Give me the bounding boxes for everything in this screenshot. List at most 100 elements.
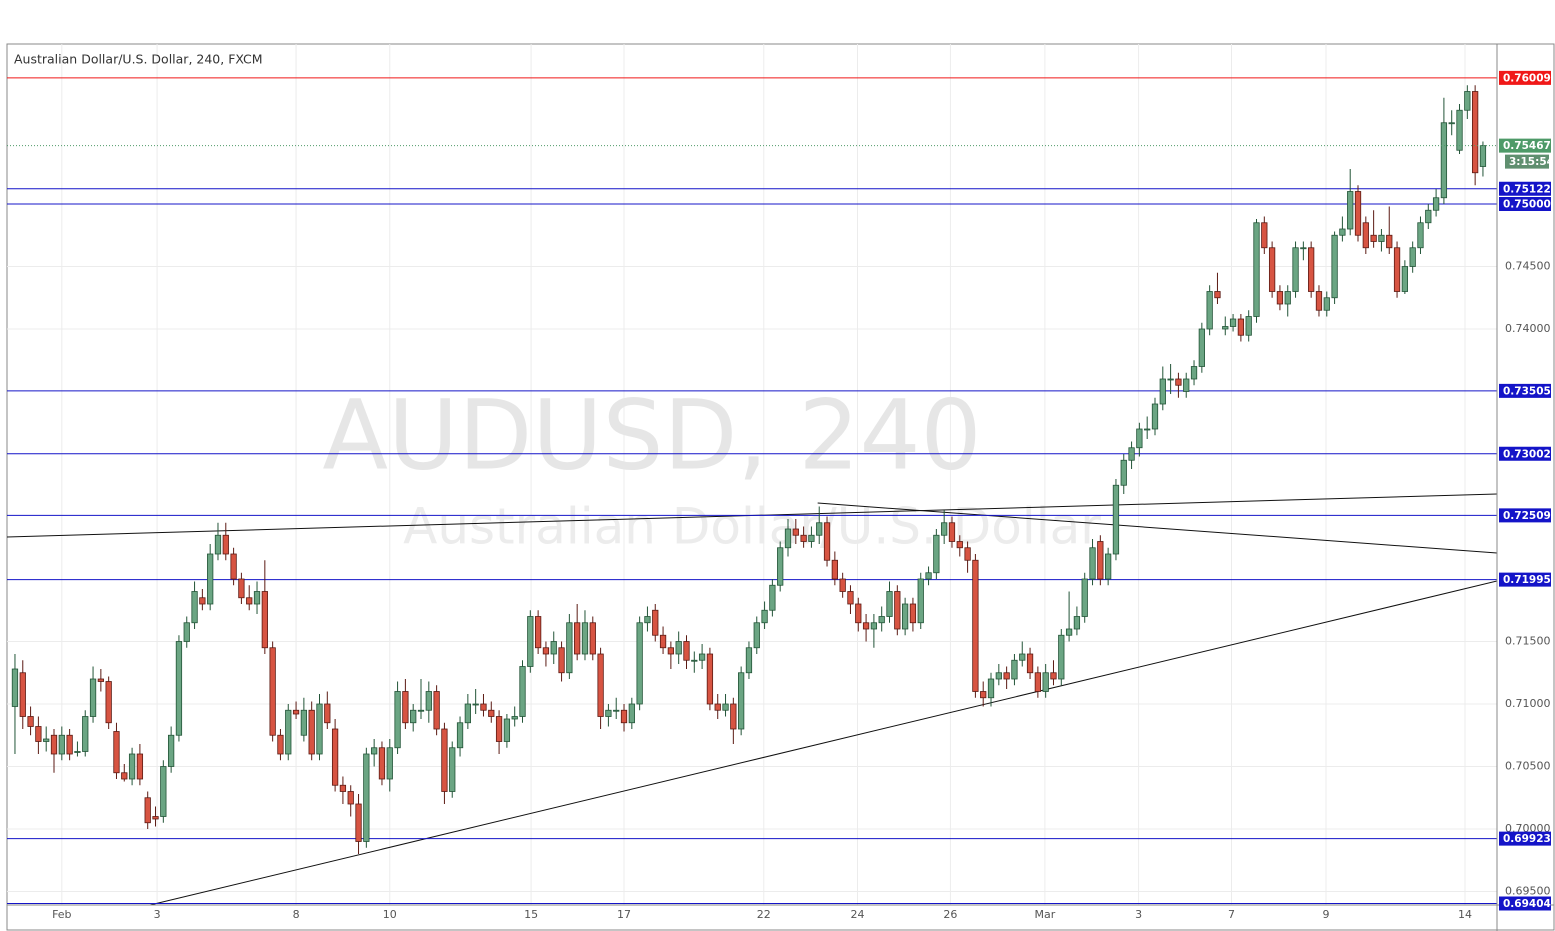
candle-body bbox=[371, 747, 378, 755]
candle-body bbox=[394, 691, 401, 749]
candle-body bbox=[628, 703, 635, 724]
candle-body bbox=[558, 647, 565, 674]
candle-body bbox=[449, 747, 456, 792]
candle-body bbox=[1081, 578, 1088, 617]
candle-body bbox=[1019, 653, 1026, 661]
plot-area bbox=[7, 77, 1497, 905]
candle-body bbox=[823, 522, 831, 561]
candle-body bbox=[183, 622, 190, 642]
candle-body bbox=[1479, 145, 1487, 167]
candle-body bbox=[730, 703, 737, 730]
candle-body bbox=[1136, 428, 1143, 449]
x-tick-label: 8 bbox=[293, 908, 300, 921]
candle-body bbox=[50, 734, 58, 755]
x-tick-label: 3 bbox=[1135, 908, 1142, 921]
candle-body bbox=[503, 718, 511, 742]
candle-body bbox=[1448, 122, 1455, 125]
candle-body bbox=[698, 653, 706, 661]
candle-body bbox=[207, 553, 214, 605]
candle-body bbox=[722, 703, 729, 711]
candle-body bbox=[269, 647, 276, 736]
countdown-tag bbox=[1505, 154, 1549, 169]
level-label: 0.71995 bbox=[1503, 574, 1551, 586]
candle-body bbox=[652, 609, 659, 636]
candle-body bbox=[1432, 197, 1440, 211]
level-label: 0.73002 bbox=[1503, 448, 1551, 460]
candle-body bbox=[1253, 222, 1260, 317]
candle-body bbox=[667, 647, 675, 655]
candle-body bbox=[1073, 616, 1081, 630]
candle-body bbox=[574, 622, 581, 655]
candle-body bbox=[175, 641, 183, 736]
level-label: 0.75000 bbox=[1503, 199, 1551, 211]
candle-body bbox=[82, 716, 89, 752]
countdown: 3:15:54 bbox=[1509, 156, 1554, 168]
candle-body bbox=[1175, 378, 1182, 386]
candle-body bbox=[980, 691, 987, 699]
candle-body bbox=[386, 747, 393, 780]
candle-body bbox=[1339, 228, 1346, 236]
candle-body bbox=[1440, 122, 1448, 199]
candle-body bbox=[1003, 672, 1010, 680]
x-tick-label: 17 bbox=[617, 908, 631, 921]
candle-body bbox=[456, 722, 464, 749]
candle-body bbox=[1464, 91, 1471, 111]
candle-body bbox=[847, 591, 854, 605]
candle-body bbox=[1300, 247, 1307, 250]
level-label: 0.72509 bbox=[1503, 510, 1551, 522]
x-tick-label: Feb bbox=[52, 908, 71, 921]
candle-body bbox=[1268, 247, 1276, 292]
grid bbox=[7, 44, 1497, 905]
y-tick-label: 0.71000 bbox=[1505, 697, 1551, 710]
candle-body bbox=[238, 578, 245, 599]
level-tag bbox=[1499, 831, 1551, 846]
candle-body bbox=[1456, 109, 1463, 151]
candle-body bbox=[152, 816, 159, 820]
candle-body bbox=[855, 603, 862, 624]
candle-body bbox=[519, 666, 526, 717]
candle-body bbox=[831, 559, 838, 580]
level-tag bbox=[1499, 197, 1551, 211]
candle-body bbox=[300, 709, 308, 736]
candle-body bbox=[277, 734, 284, 755]
level-tag bbox=[1499, 181, 1551, 196]
candle-body bbox=[769, 584, 776, 611]
candle-body bbox=[675, 641, 682, 655]
candle-body bbox=[292, 709, 300, 715]
candle-body bbox=[35, 726, 42, 742]
candle-body bbox=[433, 691, 440, 730]
candle-body bbox=[511, 716, 518, 720]
y-tick-label: 0.70500 bbox=[1505, 760, 1551, 773]
candle-body bbox=[1284, 291, 1291, 305]
candle-body bbox=[613, 709, 620, 712]
candle-body bbox=[246, 597, 253, 605]
candle-body bbox=[566, 622, 573, 674]
candle-body bbox=[425, 691, 432, 711]
candle-body bbox=[1378, 234, 1385, 242]
candle-body bbox=[800, 534, 807, 542]
candle-body bbox=[1183, 378, 1190, 392]
candle-body bbox=[691, 659, 698, 662]
candle-body bbox=[714, 703, 721, 711]
candle-body bbox=[1159, 378, 1166, 405]
candle-body bbox=[1347, 191, 1354, 230]
candle-body bbox=[58, 734, 65, 755]
candle-body bbox=[1229, 318, 1237, 327]
last-price-label: 0.75467 bbox=[1503, 140, 1551, 152]
candle-body bbox=[1386, 234, 1393, 249]
candle-body bbox=[597, 653, 604, 717]
candle-body bbox=[1042, 672, 1049, 692]
level-tag bbox=[1499, 508, 1551, 523]
candle-body bbox=[964, 547, 971, 561]
candle-body bbox=[230, 553, 237, 580]
candle-body bbox=[1370, 234, 1377, 242]
chart-frame bbox=[6, 43, 1555, 931]
x-tick-label: 3 bbox=[154, 908, 161, 921]
x-tick-label: 7 bbox=[1228, 908, 1235, 921]
candle-body bbox=[11, 668, 19, 707]
candle-body bbox=[1393, 247, 1401, 292]
candle-body bbox=[1261, 222, 1268, 249]
y-tick-label: 0.69500 bbox=[1505, 885, 1551, 898]
candle-body bbox=[66, 734, 73, 755]
candle-body bbox=[995, 672, 1002, 680]
